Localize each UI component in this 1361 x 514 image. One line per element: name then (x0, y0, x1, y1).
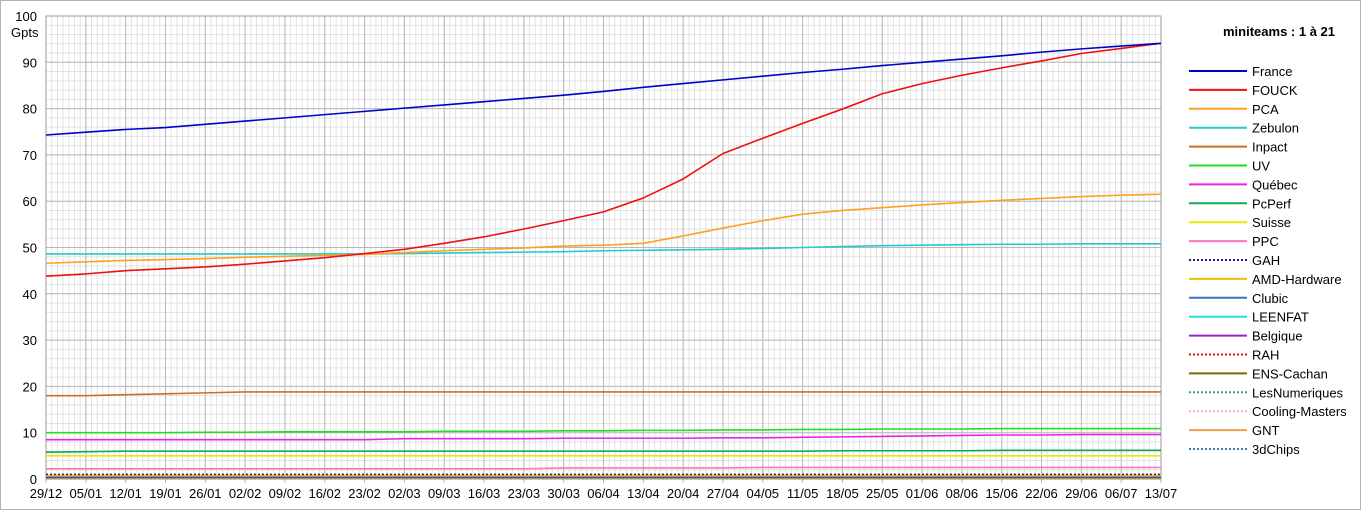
chart-axes: 0 10 20 30 40 50 60 70 80 90 100 29/12 05/01 12/01 19/… (15, 9, 1177, 501)
series-line-pcperf (45, 449, 1161, 453)
series-line-france (45, 42, 1162, 136)
x-tick-label: 06/04 (587, 486, 620, 501)
series-line-pca (45, 193, 1162, 265)
x-tick-label: 05/01 (70, 486, 103, 501)
legend-label-inpact: Inpact (1252, 140, 1288, 155)
x-tick-label: 16/03 (468, 486, 501, 501)
legend-label-belgique: Belgique (1252, 329, 1303, 344)
chart-legend: France FOUCK PCA Zebulon Inpact UV Québec PcPer… (1189, 64, 1347, 457)
legend-label-lesnumeriques: LesNumeriques (1252, 385, 1344, 400)
x-tick-label: 08/06 (946, 486, 979, 501)
series-line-qu-bec (46, 433, 1161, 441)
x-tick-label: 01/06 (906, 486, 939, 501)
x-tick-label: 16/02 (308, 486, 341, 501)
x-tick-label: 11/05 (787, 486, 819, 501)
x-tick-label: 09/03 (428, 486, 461, 501)
y-tick-label: 0 (30, 472, 37, 487)
y-tick-label: 50 (23, 241, 37, 256)
legend-label-ens-cachan: ENS-Cachan (1252, 366, 1328, 381)
legend-label-3dchips: 3dChips (1252, 442, 1300, 457)
legend-label-ppc: PPC (1252, 234, 1279, 249)
x-tick-label: 22/06 (1025, 486, 1058, 501)
legend-label-pca: PCA (1252, 102, 1279, 117)
x-tick-label: 18/05 (826, 486, 859, 501)
x-tick-label: 27/04 (707, 486, 740, 501)
legend-label-amd-hardware: AMD-Hardware (1252, 272, 1342, 287)
x-tick-label: 26/01 (189, 486, 222, 501)
legend-label-zebulon: Zebulon (1252, 121, 1299, 136)
legend-label-pcperf: PcPerf (1252, 196, 1291, 211)
legend-label-gnt: GNT (1252, 423, 1280, 438)
x-tick-label: 29/06 (1065, 486, 1098, 501)
y-tick-label: 90 (23, 55, 37, 70)
legend-label-gah: GAH (1252, 253, 1280, 268)
x-tick-label: 25/05 (866, 486, 899, 501)
series-line-fouck (45, 42, 1162, 278)
y-tick-label: 70 (23, 148, 37, 163)
legend-label-fouck: FOUCK (1252, 83, 1298, 98)
x-tick-label: 15/06 (985, 486, 1018, 501)
y-tick-label: 10 (23, 426, 37, 441)
legend-label-leenfat: LEENFAT (1252, 310, 1309, 325)
x-tick-label: 04/05 (747, 486, 780, 501)
legend-label-uv: UV (1252, 159, 1270, 174)
x-tick-label: 19/01 (149, 486, 182, 501)
chart-grid (45, 15, 1162, 483)
legend-label-cooling-masters: Cooling-Masters (1252, 404, 1347, 419)
legend-label-suisse: Suisse (1252, 215, 1291, 230)
y-tick-label: 40 (23, 287, 37, 302)
legend-label-qu-bec: Québec (1252, 177, 1298, 192)
legend-label-rah: RAH (1252, 348, 1279, 363)
x-tick-label: 12/01 (109, 486, 142, 501)
series-line-inpact (46, 391, 1161, 397)
y-axis-label: Gpts (11, 25, 39, 40)
legend-label-clubic: Clubic (1252, 291, 1289, 306)
series-line-zebulon (46, 243, 1161, 255)
legend-label-france: France (1252, 64, 1292, 79)
y-tick-label: 60 (23, 194, 37, 209)
x-tick-label: 13/07 (1145, 486, 1178, 501)
x-tick-label: 29/12 (30, 486, 63, 501)
x-tick-label: 23/02 (348, 486, 381, 501)
x-tick-label: 20/04 (667, 486, 700, 501)
x-tick-label: 02/02 (229, 486, 262, 501)
x-tick-label: 09/02 (269, 486, 302, 501)
x-tick-label: 23/03 (508, 486, 541, 501)
x-tick-label: 13/04 (627, 486, 660, 501)
x-tick-label: 02/03 (388, 486, 421, 501)
y-tick-label: 20 (23, 379, 37, 394)
y-tick-label: 30 (23, 333, 37, 348)
y-tick-label: 100 (15, 9, 37, 24)
chart-title: miniteams : 1 à 21 (1223, 24, 1335, 39)
x-tick-label: 30/03 (547, 486, 580, 501)
y-tick-label: 80 (23, 102, 37, 117)
x-tick-label: 06/07 (1105, 486, 1138, 501)
chart-series (45, 42, 1162, 480)
series-line-uv (46, 427, 1161, 434)
series-line-ppc (46, 466, 1161, 470)
